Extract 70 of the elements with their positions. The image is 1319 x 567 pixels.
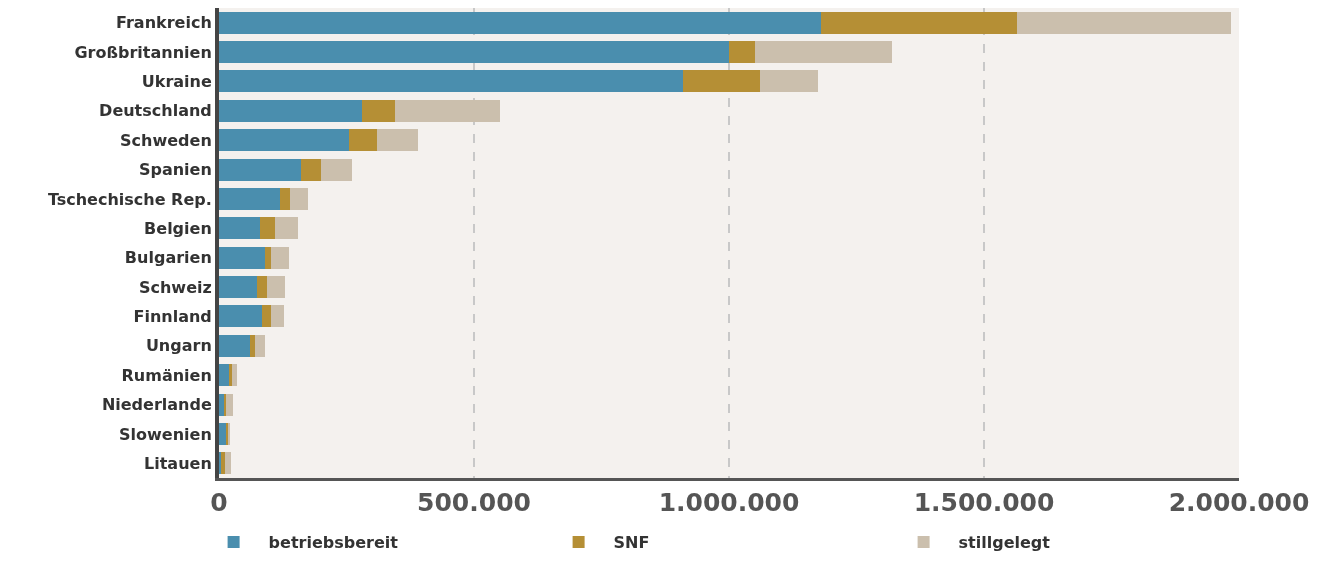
bar [221, 452, 226, 475]
x-tick-label: 1.000.000 [658, 488, 800, 517]
bar [219, 158, 301, 181]
bar [259, 217, 276, 240]
legend-label: betriebsbereit [268, 533, 399, 553]
bar [224, 393, 227, 416]
bar [219, 41, 729, 64]
bar [262, 305, 272, 328]
bar [820, 11, 1018, 34]
bar [683, 70, 760, 93]
y-tick-label: Niederlande [101, 395, 212, 415]
bar [219, 334, 250, 357]
bar [321, 158, 352, 181]
bar [1017, 11, 1232, 34]
bar [264, 246, 272, 269]
bar [300, 158, 321, 181]
y-tick-label: Ungarn [145, 336, 212, 356]
legend-label: stillgelegt [958, 533, 1051, 553]
x-tick-label: 2.000.000 [1168, 488, 1310, 517]
bar [225, 452, 232, 475]
y-tick-label: Großbritannien [74, 42, 212, 62]
bar [231, 364, 237, 387]
bar [267, 276, 286, 299]
bar [280, 187, 291, 210]
y-tick-label: Frankreich [116, 13, 212, 33]
y-tick-label: Schweden [120, 130, 212, 150]
bar [219, 246, 265, 269]
bar [759, 70, 819, 93]
bar [229, 364, 232, 387]
bar [754, 41, 893, 64]
y-tick-label: Slowenien [119, 424, 212, 444]
bar [226, 393, 234, 416]
bar [219, 422, 227, 445]
y-tick-label: Rumänien [121, 365, 212, 385]
bar [219, 393, 225, 416]
bar [290, 187, 309, 210]
bar [219, 452, 222, 475]
x-tick-label: 1.500.000 [913, 488, 1055, 517]
y-tick-label: Deutschland [99, 101, 212, 121]
bar [219, 11, 821, 34]
bar [377, 129, 418, 152]
bar [729, 41, 755, 64]
bar [219, 364, 230, 387]
bar [271, 305, 284, 328]
bar [219, 70, 684, 93]
bar [349, 129, 378, 152]
bar [394, 99, 500, 122]
x-tick-label: 0 [210, 488, 228, 517]
bar [219, 305, 263, 328]
bar [219, 129, 350, 152]
y-tick-label: Litauen [144, 453, 212, 473]
bar [219, 187, 281, 210]
legend-label: SNF [613, 533, 650, 553]
bar [271, 246, 289, 269]
bar [219, 99, 362, 122]
bar [219, 217, 260, 240]
bar [361, 99, 395, 122]
bar [257, 276, 268, 299]
y-tick-label: Schweiz [138, 277, 212, 297]
y-tick-label: Spanien [138, 160, 212, 180]
bar [254, 334, 265, 357]
bar [275, 217, 299, 240]
y-tick-label: Belgien [144, 218, 212, 238]
y-tick-label: Tschechische Rep. [47, 189, 212, 209]
bar [249, 334, 255, 357]
y-tick-label: Ukraine [141, 72, 212, 92]
x-tick-label: 500.000 [417, 488, 531, 517]
y-tick-label: Bulgarien [124, 248, 212, 268]
bar [219, 276, 258, 299]
y-tick-label: Finnland [133, 307, 212, 327]
